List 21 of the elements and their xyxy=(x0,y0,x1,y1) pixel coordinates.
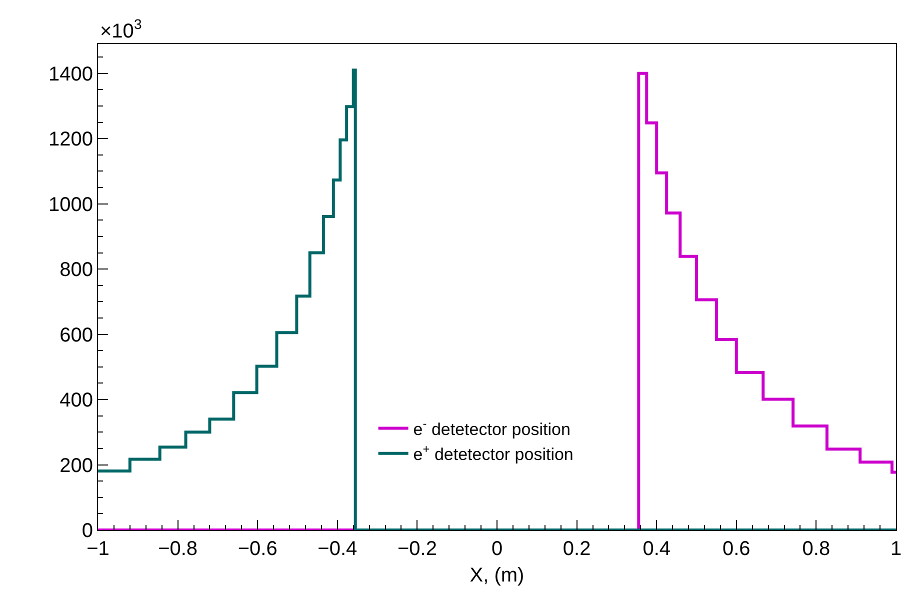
legend-label: e$^{+}$ detetector position xyxy=(413,442,574,464)
y-tick-label: 1200 xyxy=(48,128,93,151)
y-tick-label: 600 xyxy=(60,324,93,346)
x-axis-title: X, (m) xyxy=(470,564,524,586)
y-tick-label: 200 xyxy=(60,454,93,477)
legend-label: e$^{-}$ detetector position xyxy=(413,416,570,439)
x-tick-label: −0.8 xyxy=(158,538,198,560)
x-tick-label: 0.4 xyxy=(642,538,671,560)
x-tick-label: −0.4 xyxy=(318,538,358,560)
x-tick-label: −0.6 xyxy=(238,538,278,560)
y-tick-label: 400 xyxy=(60,390,93,412)
y-tick-label: 1000 xyxy=(48,194,93,216)
x-tick-label: −0.2 xyxy=(397,538,437,560)
y-tick-label: 1400 xyxy=(48,63,93,86)
x-tick-label: 0.6 xyxy=(722,538,750,560)
x-tick-label: 0.2 xyxy=(562,538,591,560)
text: ×10$^{3}$ xyxy=(100,16,142,42)
x-tick-label: 0.8 xyxy=(802,538,830,560)
x-tick-label: 0 xyxy=(491,538,503,560)
x-tick-label: 1 xyxy=(890,538,902,560)
y-tick-label: 800 xyxy=(60,259,93,282)
